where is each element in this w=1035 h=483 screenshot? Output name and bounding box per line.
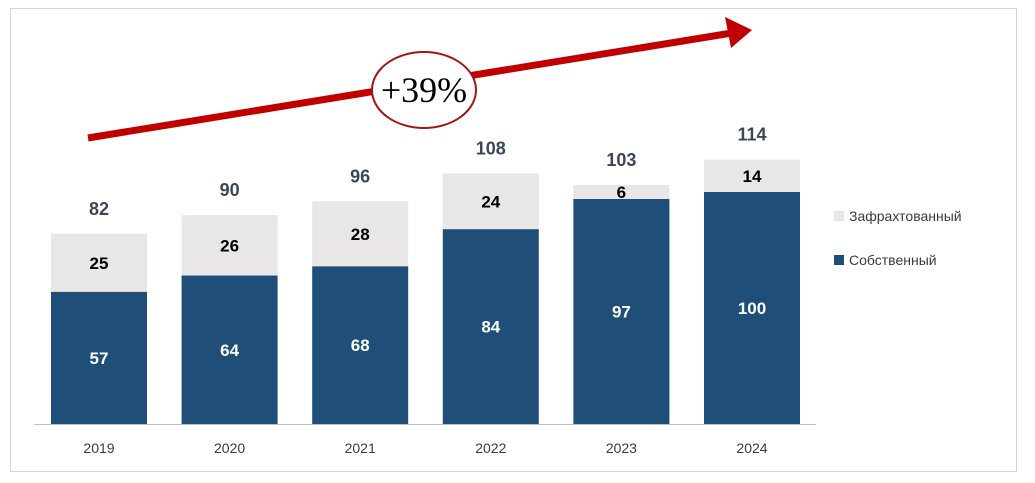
label-own-2024: 100 [738,299,766,318]
growth-arrow-head [725,17,752,48]
bar-chartered-2021 [312,201,409,267]
legend-label-own: Собственный [849,252,937,268]
bar-chartered-2024 [704,159,800,192]
label-own-2023: 97 [612,302,631,321]
x-tick-2021: 2021 [345,440,376,456]
bars-group: 57 25 82 64 26 90 68 28 96 84 24 108 97 6 103 100 14 114 [51,125,800,424]
growth-annotation: +39% [87,17,752,142]
x-tick-labels: 2019 2020 2021 2022 2023 2024 [83,440,767,456]
label-chartered-2019: 25 [90,254,109,273]
label-chartered-2024: 14 [743,167,762,186]
label-total-2021: 96 [350,166,370,186]
label-own-2021: 68 [351,336,370,355]
label-chartered-2023: 6 [617,183,626,202]
label-total-2024: 114 [737,125,766,145]
x-tick-2019: 2019 [83,440,114,456]
bar-chartered-2023 [573,185,670,199]
legend-swatch-chartered [834,211,844,221]
growth-label: +39% [381,70,467,110]
x-tick-2023: 2023 [606,440,637,456]
label-own-2020: 64 [220,341,239,360]
bar-own-2023 [573,198,670,424]
bar-own-2019 [51,291,147,424]
label-total-2019: 82 [89,199,109,219]
label-own-2022: 84 [481,318,500,337]
label-chartered-2021: 28 [351,225,370,244]
label-own-2019: 57 [90,349,109,368]
label-chartered-2022: 24 [481,192,500,211]
bar-chartered-2022 [442,173,539,230]
x-tick-2020: 2020 [214,440,245,456]
x-tick-2024: 2024 [736,440,767,456]
bar-own-2021 [312,266,409,424]
label-chartered-2020: 26 [220,236,239,255]
growth-ellipse [371,51,477,129]
x-tick-2022: 2022 [475,440,506,456]
label-total-2020: 90 [220,180,240,200]
legend-swatch-own [834,255,844,265]
legend-label-chartered: Зафрахтованный [849,208,962,224]
legend: Зафрахтованный Собственный [834,208,962,268]
bar-own-2020 [181,275,278,424]
bar-chartered-2020 [181,215,278,276]
bar-own-2022 [442,229,539,424]
bar-chartered-2019 [51,233,147,292]
label-total-2022: 108 [476,138,506,158]
label-total-2023: 103 [606,150,636,170]
bar-own-2024 [704,192,800,424]
